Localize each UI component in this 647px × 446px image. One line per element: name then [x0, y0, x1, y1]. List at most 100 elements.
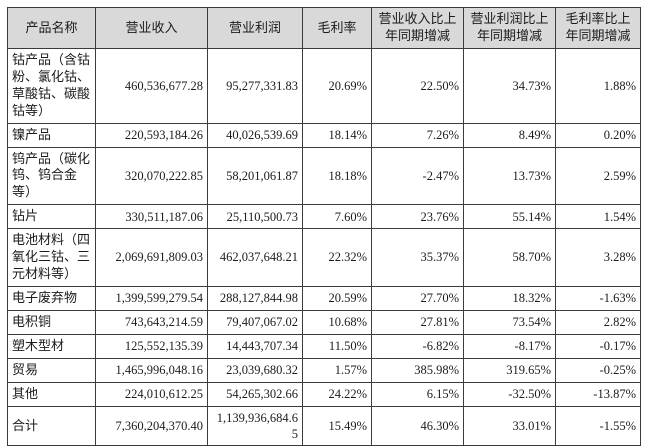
value-cell: 2,069,691,809.03 — [95, 228, 208, 287]
value-cell: 7.60% — [302, 204, 372, 230]
value-cell: 743,643,214.59 — [95, 309, 208, 335]
product-name-cell: 电池材料（四氧化三钴、三元材料等） — [7, 228, 96, 287]
value-cell: -0.17% — [555, 333, 641, 359]
value-cell: 7.26% — [371, 122, 464, 148]
value-cell: 24.22% — [302, 381, 372, 407]
product-name-cell: 塑木型材 — [7, 333, 96, 359]
product-name-cell: 镍产品 — [7, 122, 96, 148]
value-cell: 10.68% — [302, 309, 372, 335]
product-name-cell: 合计 — [7, 405, 96, 446]
value-cell: 27.70% — [371, 285, 464, 311]
table-row: 电积铜 743,643,214.59 79,407,067.02 10.68% 27.8… — [7, 309, 641, 335]
value-cell: 55.14% — [463, 204, 556, 230]
table-row: 合计 7,360,204,370.40 1,139,936,684.65 15.49%… — [7, 405, 641, 446]
value-cell: 2.82% — [555, 309, 641, 335]
column-header: 营业收入比上年同期增减 — [371, 7, 464, 49]
value-cell: -0.25% — [555, 357, 641, 383]
value-cell: 14,443,707.34 — [207, 333, 303, 359]
table-header-row: 产品名称 营业收入 营业利润 毛利率 营业收入比上年同期增减 营业利润比上年同期增减 毛利率… — [7, 7, 641, 49]
value-cell: 79,407,067.02 — [207, 309, 303, 335]
product-name-cell: 其他 — [7, 381, 96, 407]
table-row: 钨产品（碳化钨、钨合金等） 320,070,222.85 58,201,061.87… — [7, 146, 641, 206]
value-cell: 1.57% — [302, 357, 372, 383]
column-header: 营业利润比上年同期增减 — [463, 7, 556, 49]
value-cell: -13.87% — [555, 381, 641, 407]
product-name-cell: 贸易 — [7, 357, 96, 383]
value-cell: -32.50% — [463, 381, 556, 407]
product-name-cell: 电积铜 — [7, 309, 96, 335]
value-cell: 73.54% — [463, 309, 556, 335]
value-cell: 385.98% — [371, 357, 464, 383]
value-cell: 1,465,996,048.16 — [95, 357, 208, 383]
header-row: 产品名称 营业收入 营业利润 毛利率 营业收入比上年同期增减 营业利润比上年同期增减 毛利率… — [7, 7, 641, 49]
value-cell: 220,593,184.26 — [95, 122, 208, 148]
value-cell: 18.18% — [302, 146, 372, 206]
table-row: 其他 224,010,612.25 54,265,302.66 24.22% 6.15%… — [7, 381, 641, 407]
value-cell: 58,201,061.87 — [207, 146, 303, 206]
value-cell: 7,360,204,370.40 — [95, 405, 208, 446]
value-cell: 319.65% — [463, 357, 556, 383]
value-cell: 8.49% — [463, 122, 556, 148]
column-header: 毛利率 — [302, 7, 372, 49]
value-cell: -6.82% — [371, 333, 464, 359]
table-row: 电子废弃物 1,399,599,279.54 288,127,844.98 20.59… — [7, 285, 641, 311]
value-cell: 23,039,680.32 — [207, 357, 303, 383]
table-row: 贸易 1,465,996,048.16 23,039,680.32 1.57% 385.… — [7, 357, 641, 383]
value-cell: 20.59% — [302, 285, 372, 311]
table-row: 钻片 330,511,187.06 25,110,500.73 7.60% 23.76%… — [7, 204, 641, 230]
column-header: 营业利润 — [207, 7, 303, 49]
table-row: 钴产品（含钴粉、氯化钴、草酸钴、碳酸钴等） 460,536,677.28 95,27… — [7, 48, 641, 124]
value-cell: 23.76% — [371, 204, 464, 230]
product-name-cell: 电子废弃物 — [7, 285, 96, 311]
value-cell: 18.32% — [463, 285, 556, 311]
value-cell: 15.49% — [302, 405, 372, 446]
value-cell: 22.50% — [371, 48, 464, 124]
value-cell: -1.55% — [555, 405, 641, 446]
value-cell: 224,010,612.25 — [95, 381, 208, 407]
column-header: 产品名称 — [7, 7, 96, 49]
value-cell: 46.30% — [371, 405, 464, 446]
value-cell: -2.47% — [371, 146, 464, 206]
table-body: 钴产品（含钴粉、氯化钴、草酸钴、碳酸钴等） 460,536,677.28 95,27… — [7, 48, 641, 446]
value-cell: 33.01% — [463, 405, 556, 446]
value-cell: 13.73% — [463, 146, 556, 206]
value-cell: 1.88% — [555, 48, 641, 124]
value-cell: 1,139,936,684.65 — [207, 405, 303, 446]
value-cell: 125,552,135.39 — [95, 333, 208, 359]
value-cell: 54,265,302.66 — [207, 381, 303, 407]
value-cell: 2.59% — [555, 146, 641, 206]
table-row: 镍产品 220,593,184.26 40,026,539.69 18.14% 7.26… — [7, 122, 641, 148]
column-header: 营业收入 — [95, 7, 208, 49]
value-cell: 0.20% — [555, 122, 641, 148]
value-cell: 3.28% — [555, 228, 641, 287]
value-cell: 34.73% — [463, 48, 556, 124]
value-cell: -1.63% — [555, 285, 641, 311]
value-cell: 58.70% — [463, 228, 556, 287]
product-name-cell: 钴产品（含钴粉、氯化钴、草酸钴、碳酸钴等） — [7, 48, 96, 124]
value-cell: 20.69% — [302, 48, 372, 124]
value-cell: 288,127,844.98 — [207, 285, 303, 311]
value-cell: 95,277,331.83 — [207, 48, 303, 124]
value-cell: 27.81% — [371, 309, 464, 335]
value-cell: -8.17% — [463, 333, 556, 359]
value-cell: 35.37% — [371, 228, 464, 287]
value-cell: 1,399,599,279.54 — [95, 285, 208, 311]
column-header: 毛利率比上年同期增减 — [555, 7, 641, 49]
value-cell: 6.15% — [371, 381, 464, 407]
value-cell: 40,026,539.69 — [207, 122, 303, 148]
value-cell: 18.14% — [302, 122, 372, 148]
value-cell: 460,536,677.28 — [95, 48, 208, 124]
value-cell: 462,037,648.21 — [207, 228, 303, 287]
value-cell: 320,070,222.85 — [95, 146, 208, 206]
value-cell: 1.54% — [555, 204, 641, 230]
value-cell: 22.32% — [302, 228, 372, 287]
value-cell: 25,110,500.73 — [207, 204, 303, 230]
product-name-cell: 钨产品（碳化钨、钨合金等） — [7, 146, 96, 206]
product-segment-table: 产品名称 营业收入 营业利润 毛利率 营业收入比上年同期增减 营业利润比上年同期增减 毛利率… — [7, 7, 641, 446]
product-name-cell: 钻片 — [7, 204, 96, 230]
value-cell: 11.50% — [302, 333, 372, 359]
table-row: 塑木型材 125,552,135.39 14,443,707.34 11.50% -6.… — [7, 333, 641, 359]
value-cell: 330,511,187.06 — [95, 204, 208, 230]
table-row: 电池材料（四氧化三钴、三元材料等） 2,069,691,809.03 462,037… — [7, 228, 641, 287]
